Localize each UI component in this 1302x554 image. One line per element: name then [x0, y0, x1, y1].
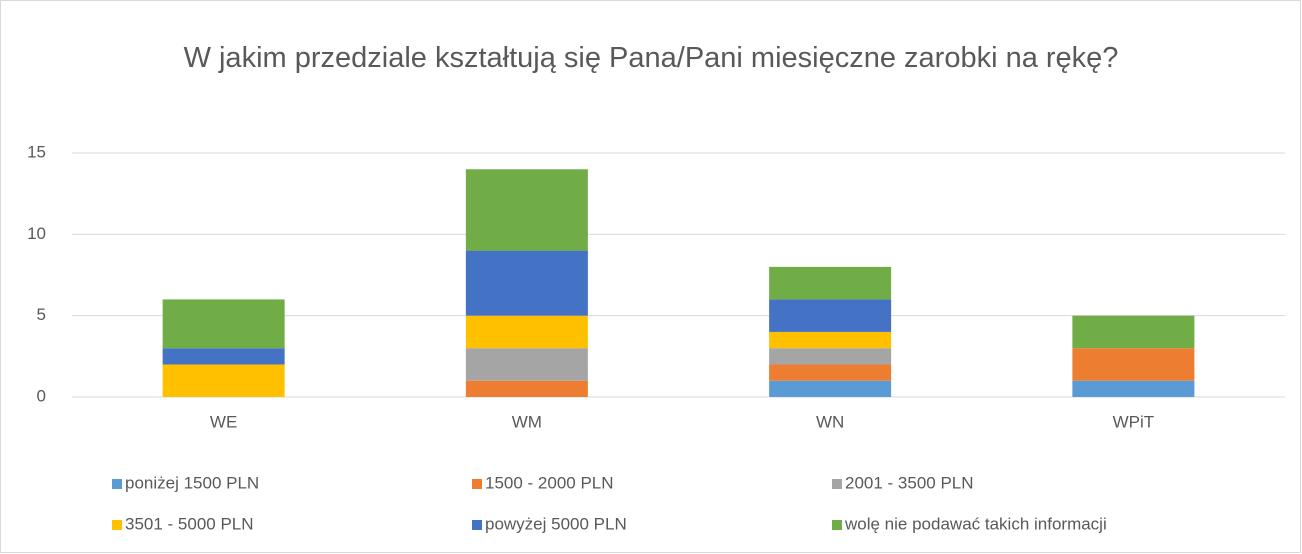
legend-swatch	[112, 520, 122, 530]
bar-segment	[1072, 348, 1195, 381]
bar-segment	[769, 348, 892, 365]
legend-swatch	[832, 520, 842, 530]
bar-segment	[465, 315, 588, 349]
legend-swatch	[472, 479, 482, 489]
legend-swatch	[832, 479, 842, 489]
legend-label: powyżej 5000 PLN	[485, 514, 627, 533]
y-tick-label: 0	[37, 386, 46, 405]
bar-segment	[769, 331, 892, 349]
legend-label: 1500 - 2000 PLN	[485, 473, 614, 492]
x-tick-label: WE	[210, 412, 237, 431]
bar-segment	[465, 250, 588, 316]
y-tick-label: 15	[27, 142, 46, 161]
bar-segment	[162, 348, 285, 365]
legend-label: wolę nie podawać takich informacji	[844, 514, 1107, 533]
legend-label: 2001 - 3500 PLN	[845, 473, 974, 492]
bar-segment	[465, 169, 588, 251]
bar-segment	[465, 348, 588, 381]
legend-swatch	[472, 520, 482, 530]
bar-segment	[769, 266, 892, 300]
chart-title: W jakim przedziale kształtują się Pana/P…	[183, 42, 1119, 74]
legend-label: poniżej 1500 PLN	[125, 473, 259, 492]
bar-segment	[1072, 315, 1195, 349]
y-tick-label: 5	[37, 305, 46, 324]
bar-segment	[769, 380, 892, 397]
bar-segment	[769, 299, 892, 332]
legend-swatch	[112, 479, 122, 489]
x-tick-label: WN	[816, 412, 844, 431]
bar-segment	[1072, 380, 1195, 397]
x-tick-label: WPiT	[1113, 412, 1155, 431]
bar-segment	[465, 380, 588, 397]
bar-segment	[162, 299, 285, 349]
y-tick-label: 10	[27, 224, 46, 243]
x-tick-label: WM	[512, 412, 542, 431]
legend-label: 3501 - 5000 PLN	[125, 514, 254, 533]
bar-segment	[162, 364, 285, 397]
bar-segment	[769, 364, 892, 381]
